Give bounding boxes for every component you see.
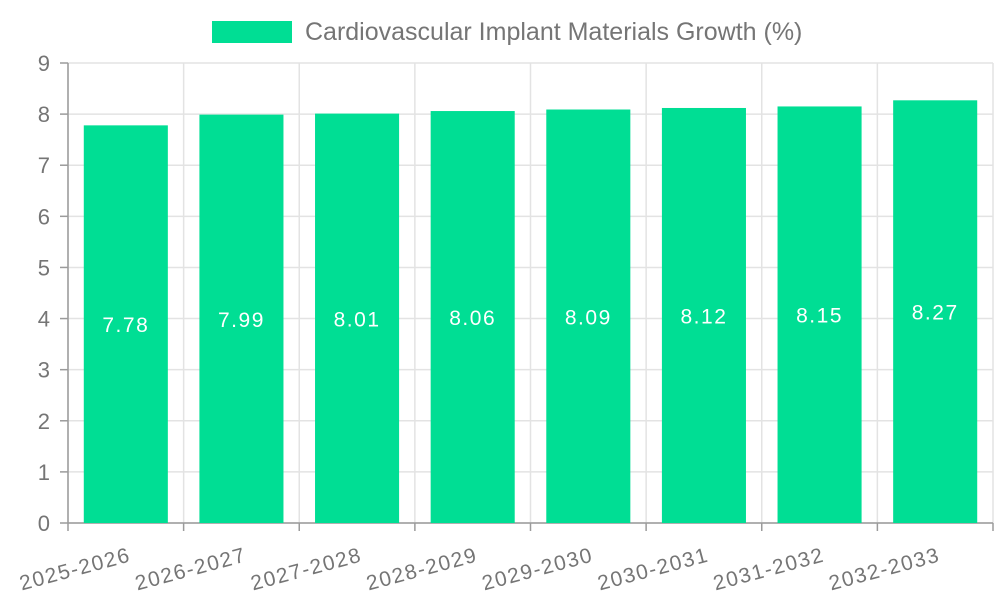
bar-value-label: 8.06 <box>449 307 496 330</box>
bar[interactable] <box>777 106 862 523</box>
bar[interactable] <box>83 125 168 523</box>
legend[interactable]: Cardiovascular Implant Materials Growth … <box>212 18 802 46</box>
bar-value-label: 8.12 <box>681 305 728 328</box>
bar[interactable] <box>661 107 746 523</box>
bar-value-label: 8.15 <box>796 305 843 328</box>
bar[interactable] <box>199 114 284 523</box>
bar-value-label: 8.01 <box>334 308 381 331</box>
x-axis-category-label: 2029-2030 <box>480 544 596 596</box>
y-axis-tick-label: 9 <box>38 51 50 76</box>
bar[interactable] <box>893 100 978 524</box>
legend-label[interactable]: Cardiovascular Implant Materials Growth … <box>305 18 802 46</box>
x-axis-category-label: 2027-2028 <box>248 544 364 596</box>
bar-value-label: 7.99 <box>218 309 265 332</box>
bar-value-label: 8.27 <box>912 302 959 325</box>
bar-value-label: 8.09 <box>565 306 612 329</box>
bar[interactable] <box>430 111 515 524</box>
bar[interactable] <box>546 109 631 523</box>
x-axis-category-label: 2031-2032 <box>711 544 827 596</box>
y-axis-tick-label: 4 <box>38 307 50 332</box>
x-axis-category-label: 2028-2029 <box>364 544 480 596</box>
x-axis-category-label: 2026-2027 <box>133 544 249 596</box>
bar[interactable] <box>315 113 400 523</box>
legend-swatch[interactable] <box>212 21 292 43</box>
y-axis-tick-label: 6 <box>38 204 50 229</box>
y-axis-tick-label: 8 <box>38 102 50 127</box>
y-axis-tick-label: 5 <box>38 255 50 280</box>
bar-value-label: 7.78 <box>102 314 149 337</box>
bars-layer <box>83 100 978 524</box>
x-axis-category-label: 2025-2026 <box>17 544 133 596</box>
y-axis-tick-label: 0 <box>38 511 50 536</box>
x-axis-category-label: 2032-2033 <box>826 544 942 596</box>
y-axis-tick-label: 2 <box>38 409 50 434</box>
y-axis-tick-label: 3 <box>38 358 50 383</box>
x-axis-category-label: 2030-2031 <box>595 544 711 596</box>
y-axis-tick-label: 1 <box>38 460 50 485</box>
y-axis-tick-label: 7 <box>38 153 50 178</box>
